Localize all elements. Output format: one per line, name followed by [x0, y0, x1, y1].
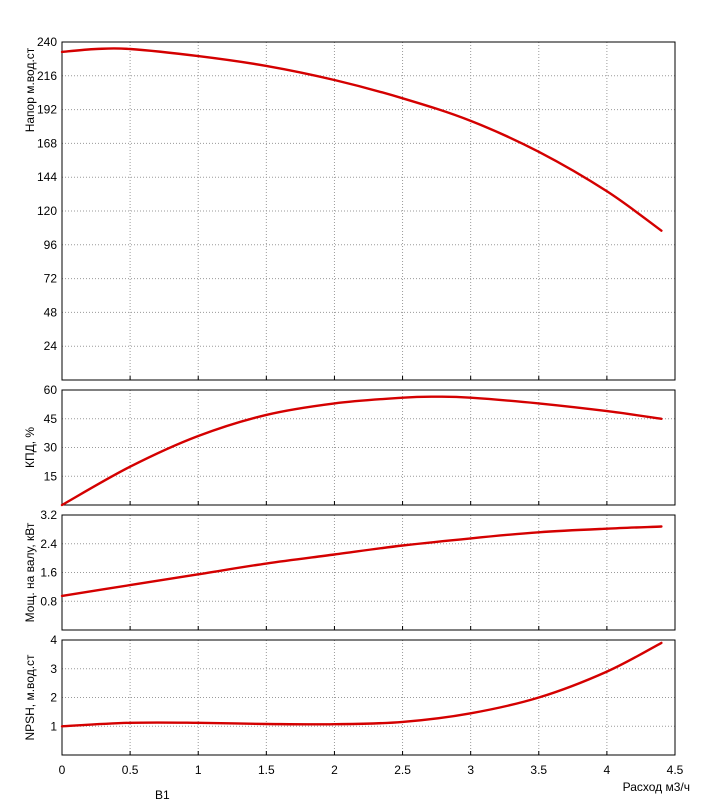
y-axis-label: Мощ. на валу, кВт [23, 522, 37, 622]
series-line-efficiency [60, 395, 663, 507]
x-tick-label: 4 [604, 763, 611, 777]
y-tick-label: 30 [44, 441, 58, 455]
y-tick-label: 3 [50, 662, 57, 676]
x-tick-label: 0 [59, 763, 66, 777]
x-axis: 0 0.5 1 1.5 2 2.5 3 3.5 4 4.5 Расход м3/ч [59, 763, 690, 794]
y-tick-label: 1.6 [40, 566, 57, 580]
x-tick-label: 3.5 [530, 763, 547, 777]
y-axis-label: Напор м.вод.ст [23, 47, 37, 132]
y-tick-label: 3.2 [40, 508, 57, 522]
y-tick-label: 2 [50, 691, 57, 705]
y-tick-label: 48 [44, 305, 58, 319]
series-line-power [60, 525, 663, 598]
y-tick-label: 120 [37, 204, 57, 218]
y-tick-label: 45 [44, 412, 58, 426]
x-tick-label: 1.5 [258, 763, 275, 777]
panel-efficiency: 15 30 45 60 КПД, % [23, 383, 676, 507]
y-tick-label: 216 [37, 69, 57, 83]
panel-frame [61, 514, 676, 631]
x-tick-label: 2.5 [394, 763, 411, 777]
y-tick-label: 0.8 [40, 594, 57, 608]
y-tick-label: 96 [44, 238, 58, 252]
panel-frame [61, 389, 676, 506]
y-tick-label: 60 [44, 383, 58, 397]
series-line-head [60, 47, 663, 232]
panel-npsh: 1 2 3 4 NPSH, м.вод.ст [23, 633, 676, 756]
y-tick-label: 168 [37, 136, 57, 150]
x-tick-label: 3 [467, 763, 474, 777]
x-tick-label: 4.5 [667, 763, 684, 777]
x-tick-label: 1 [195, 763, 202, 777]
panel-frame [61, 639, 676, 756]
y-tick-label: 240 [37, 35, 57, 49]
x-axis-label: Расход м3/ч [623, 780, 690, 794]
y-tick-label: 144 [37, 170, 57, 184]
footer-label: В1 [155, 788, 170, 800]
y-tick-label: 4 [50, 633, 57, 647]
y-tick-label: 2.4 [40, 537, 57, 551]
y-tick-label: 72 [44, 272, 58, 286]
y-tick-label: 24 [44, 339, 58, 353]
y-tick-label: 1 [50, 719, 57, 733]
y-axis-label: КПД, % [23, 427, 37, 468]
panel-frame [61, 41, 676, 381]
series-line-npsh [60, 641, 663, 728]
x-tick-label: 0.5 [122, 763, 139, 777]
x-tick-label: 2 [331, 763, 338, 777]
y-axis-label: NPSH, м.вод.ст [23, 654, 37, 741]
y-tick-label: 192 [37, 103, 57, 117]
y-tick-label: 15 [44, 469, 58, 483]
